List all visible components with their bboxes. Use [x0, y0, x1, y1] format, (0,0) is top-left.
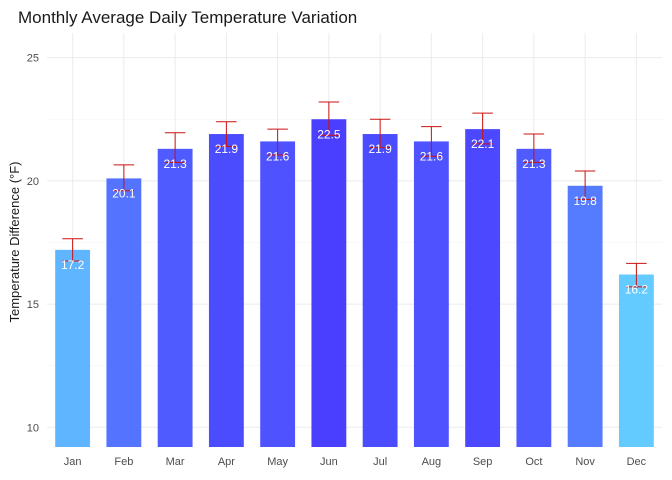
- data-label: 19.8: [573, 194, 597, 208]
- bar-nov: [567, 185, 603, 448]
- bar-feb: [106, 178, 142, 447]
- y-tick-label: 25: [27, 53, 39, 65]
- bar-apr: [208, 134, 244, 448]
- data-label: 21.3: [522, 157, 546, 171]
- data-label: 22.1: [471, 137, 495, 151]
- bar-may: [260, 141, 296, 447]
- data-label: 21.9: [215, 142, 239, 156]
- x-axis-ticks: Jan Feb Mar Apr May Jun Jul Aug Sep Oct Nov Dec: [64, 456, 647, 468]
- bars-group: [55, 119, 654, 448]
- y-tick-label: 10: [27, 422, 39, 434]
- bar-jun: [311, 119, 347, 447]
- bar-dec: [618, 274, 654, 447]
- x-tick-label: Jun: [320, 456, 338, 468]
- data-label: 17.2: [61, 258, 85, 272]
- bar-sep: [465, 129, 501, 447]
- x-tick-label: Dec: [627, 456, 647, 468]
- x-tick-label: May: [267, 456, 288, 468]
- x-tick-label: Aug: [422, 456, 442, 468]
- data-label: 21.6: [266, 149, 290, 163]
- x-tick-label: Oct: [525, 456, 542, 468]
- plot-area: 17.2 20.1 21.3 21.9 21.6 22.5 21.9 21.6 22.1 21.3…: [47, 33, 662, 448]
- x-tick-label: Jan: [64, 456, 82, 468]
- data-label: 21.9: [368, 142, 392, 156]
- x-tick-label: Apr: [218, 456, 235, 468]
- bar-mar: [157, 148, 193, 448]
- bar-jul: [362, 134, 398, 448]
- y-axis-label: Temperature Difference (°F): [7, 161, 22, 322]
- data-label: 16.2: [625, 283, 649, 297]
- bar-aug: [413, 141, 449, 447]
- x-tick-label: Jul: [373, 456, 387, 468]
- bar-jan: [55, 249, 91, 447]
- x-tick-label: Sep: [473, 456, 493, 468]
- error-bars-group: [62, 101, 647, 288]
- data-label: 20.1: [112, 186, 136, 200]
- data-label: 21.6: [420, 149, 444, 163]
- y-tick-label: 20: [27, 176, 39, 188]
- data-label: 22.5: [317, 127, 341, 141]
- bar-oct: [516, 148, 552, 448]
- y-tick-label: 15: [27, 299, 39, 311]
- x-tick-label: Feb: [114, 456, 133, 468]
- data-labels-group: 17.2 20.1 21.3 21.9 21.6 22.5 21.9 21.6 22.1 21.3…: [61, 127, 648, 296]
- y-axis-ticks: 10 15 20 25: [27, 53, 39, 435]
- data-label: 21.3: [163, 157, 187, 171]
- chart-title: Monthly Average Daily Temperature Variat…: [18, 8, 357, 27]
- x-tick-label: Nov: [575, 456, 595, 468]
- x-tick-label: Mar: [166, 456, 185, 468]
